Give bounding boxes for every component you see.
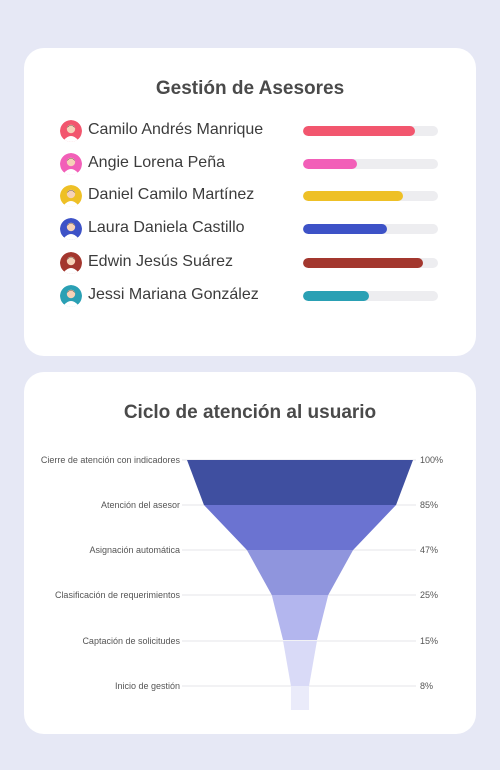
stage-label: Cierre de atención con indicadores	[41, 455, 181, 465]
stage-label: Atención del asesor	[101, 500, 180, 510]
funnel-card: Ciclo de atención al usuario Cierre de a…	[24, 372, 476, 734]
funnel-segment	[283, 641, 317, 686]
advisors-title: Gestión de Asesores	[155, 78, 345, 99]
advisor-name: Jessi Mariana González	[88, 286, 259, 303]
stage-label: Captación de solicitudes	[82, 636, 180, 646]
stage-value-label: 8%	[420, 681, 433, 691]
funnel-chart: Cierre de atención con indicadores 100% At…	[41, 455, 443, 710]
user-avatar-icon	[60, 185, 82, 207]
funnel-title: Ciclo de atención al usuario	[123, 402, 377, 423]
user-avatar-icon	[60, 285, 82, 307]
advisor-row: Daniel Camilo Martínez	[24, 185, 476, 209]
advisor-name: Daniel Camilo Martínez	[88, 186, 255, 203]
stage-label: Clasificación de requerimientos	[55, 590, 181, 600]
progress-bar	[303, 159, 438, 169]
stage-value-label: 100%	[420, 455, 443, 465]
stage-value-label: 47%	[420, 545, 438, 555]
advisors-card: Gestión de Asesores Camilo Andrés Manriq…	[24, 48, 476, 356]
user-avatar-icon	[60, 153, 82, 175]
advisor-row: Jessi Mariana González	[24, 285, 476, 309]
stage-value-label: 85%	[420, 500, 438, 510]
progress-bar-fill	[303, 291, 370, 301]
advisor-row: Laura Daniela Castillo	[24, 218, 476, 242]
progress-bar-fill	[303, 126, 416, 136]
progress-bar-fill	[303, 258, 424, 268]
advisor-row: Camilo Andrés Manrique	[24, 120, 476, 144]
stage-value-label: 25%	[420, 590, 438, 600]
user-avatar-icon	[60, 120, 82, 142]
funnel-segment	[271, 595, 329, 640]
advisor-row: Angie Lorena Peña	[24, 153, 476, 177]
progress-bar-fill	[303, 224, 387, 234]
advisor-name: Angie Lorena Peña	[88, 154, 225, 171]
progress-bar	[303, 291, 438, 301]
progress-bar-fill	[303, 191, 403, 201]
progress-bar	[303, 258, 438, 268]
stage-value-label: 15%	[420, 636, 438, 646]
funnel-segment	[246, 550, 354, 595]
user-avatar-icon	[60, 252, 82, 274]
progress-bar	[303, 191, 438, 201]
advisor-name: Edwin Jesús Suárez	[88, 253, 233, 270]
advisor-row: Edwin Jesús Suárez	[24, 252, 476, 276]
advisor-name: Laura Daniela Castillo	[88, 219, 245, 236]
progress-bar-fill	[303, 159, 357, 169]
user-avatar-icon	[60, 218, 82, 240]
advisor-name: Camilo Andrés Manrique	[88, 121, 264, 138]
funnel-segment	[290, 686, 310, 710]
progress-bar	[303, 224, 438, 234]
progress-bar	[303, 126, 438, 136]
funnel-segment	[187, 460, 413, 505]
funnel-segment	[203, 505, 397, 550]
stage-label: Asignación automática	[89, 545, 180, 555]
stage-label: Inicio de gestión	[115, 681, 180, 691]
